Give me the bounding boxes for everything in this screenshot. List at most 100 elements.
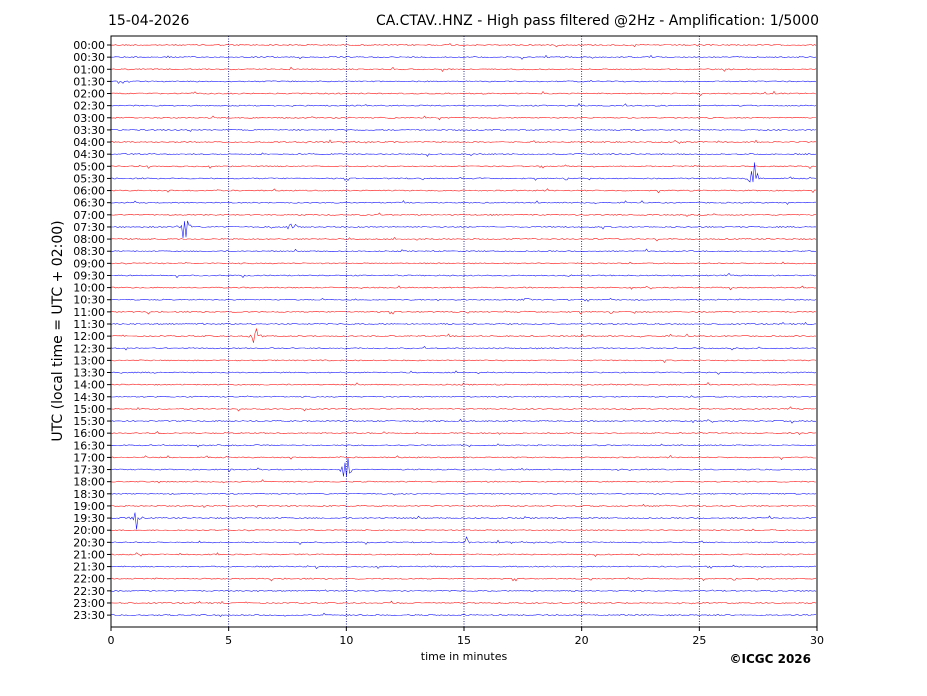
y-tick-label: 23:00 bbox=[73, 597, 105, 610]
y-tick-label: 14:30 bbox=[73, 391, 105, 404]
trace-0430 bbox=[110, 152, 817, 157]
trace-0930 bbox=[110, 272, 817, 279]
trace-0830 bbox=[110, 248, 817, 253]
trace-0200 bbox=[110, 90, 817, 96]
y-tick-label: 17:00 bbox=[73, 451, 105, 464]
y-tick-label: 14:00 bbox=[73, 379, 105, 392]
trace-1400 bbox=[110, 381, 816, 386]
trace-2030 bbox=[110, 536, 817, 545]
x-axis-ticks: 0 5 10 15 20 25 30 bbox=[108, 627, 824, 647]
y-tick-label: 12:30 bbox=[73, 342, 105, 355]
trace-2230 bbox=[110, 589, 817, 592]
y-axis-label: UTC (local time = UTC + 02:00) bbox=[50, 220, 66, 441]
y-tick-label: 21:00 bbox=[73, 548, 105, 561]
trace-1200 bbox=[110, 327, 817, 343]
trace-2300 bbox=[111, 600, 817, 605]
y-tick-label: 12:00 bbox=[73, 330, 105, 343]
y-tick-label: 16:30 bbox=[73, 439, 105, 452]
x-tick-label: 25 bbox=[692, 634, 706, 647]
trace-0330 bbox=[110, 129, 817, 132]
y-tick-label: 07:00 bbox=[73, 209, 105, 222]
y-tick-label: 02:30 bbox=[73, 100, 105, 113]
trace-1930 bbox=[110, 512, 817, 530]
trace-1730 bbox=[110, 457, 817, 477]
y-tick-label: 03:30 bbox=[73, 124, 105, 137]
trace-1800 bbox=[110, 479, 816, 484]
y-tick-label: 15:30 bbox=[73, 415, 105, 428]
trace-1700 bbox=[110, 455, 816, 461]
y-tick-label: 11:30 bbox=[73, 318, 105, 331]
y-tick-label: 10:30 bbox=[73, 294, 105, 307]
y-tick-label: 08:30 bbox=[73, 245, 105, 258]
trace-0530 bbox=[110, 162, 817, 183]
trace-1330 bbox=[110, 370, 817, 375]
trace-0500 bbox=[110, 164, 817, 169]
y-tick-label: 01:00 bbox=[73, 63, 105, 76]
y-tick-label: 07:30 bbox=[73, 221, 105, 234]
trace-1130 bbox=[110, 321, 817, 326]
trace-1230 bbox=[110, 345, 817, 351]
trace-1600 bbox=[110, 431, 817, 436]
y-tick-label: 06:00 bbox=[73, 185, 105, 198]
trace-1630 bbox=[110, 443, 817, 448]
trace-2330 bbox=[111, 612, 816, 617]
y-tick-label: 10:00 bbox=[73, 282, 105, 295]
y-tick-label: 23:30 bbox=[73, 609, 105, 622]
y-tick-label: 13:30 bbox=[73, 367, 105, 380]
trace-2000 bbox=[110, 528, 817, 532]
y-tick-label: 13:00 bbox=[73, 354, 105, 367]
x-tick-label: 0 bbox=[108, 634, 115, 647]
trace-0730 bbox=[111, 220, 817, 239]
y-tick-label: 15:00 bbox=[73, 403, 105, 416]
y-tick-label: 05:30 bbox=[73, 172, 105, 185]
chart-title: CA.CTAV..HNZ - High pass filtered @2Hz -… bbox=[376, 13, 819, 29]
x-axis-label: time in minutes bbox=[421, 650, 508, 663]
y-tick-label: 01:30 bbox=[73, 75, 105, 88]
trace-1000 bbox=[110, 285, 817, 291]
trace-0900 bbox=[110, 261, 817, 265]
x-tick-label: 10 bbox=[339, 634, 353, 647]
y-tick-label: 20:30 bbox=[73, 536, 105, 549]
y-tick-label: 17:30 bbox=[73, 464, 105, 477]
trace-0700 bbox=[110, 212, 816, 217]
y-tick-label: 18:00 bbox=[73, 476, 105, 489]
date-label: 15-04-2026 bbox=[108, 13, 189, 29]
trace-1900 bbox=[111, 503, 817, 508]
copyright-label: ©ICGC 2026 bbox=[729, 652, 811, 666]
trace-0300 bbox=[110, 115, 816, 121]
vertical-grid bbox=[228, 36, 700, 627]
y-tick-label: 02:00 bbox=[73, 88, 105, 101]
y-tick-label: 03:00 bbox=[73, 112, 105, 125]
trace-1030 bbox=[110, 297, 817, 302]
y-tick-label: 09:30 bbox=[73, 269, 105, 282]
trace-1300 bbox=[110, 359, 817, 364]
y-tick-label: 18:30 bbox=[73, 488, 105, 501]
trace-2200 bbox=[110, 577, 817, 582]
y-tick-label: 22:30 bbox=[73, 585, 105, 598]
y-tick-label: 19:30 bbox=[73, 512, 105, 525]
x-tick-label: 5 bbox=[225, 634, 232, 647]
trace-0100 bbox=[110, 66, 817, 72]
y-tick-label: 11:00 bbox=[73, 306, 105, 319]
y-tick-label: 22:00 bbox=[73, 573, 105, 586]
trace-0130 bbox=[110, 80, 817, 84]
trace-2130 bbox=[110, 564, 817, 570]
trace-1430 bbox=[111, 395, 817, 398]
y-tick-label: 04:00 bbox=[73, 136, 105, 149]
trace-1100 bbox=[110, 310, 817, 315]
trace-0600 bbox=[111, 188, 816, 194]
trace-1830 bbox=[110, 492, 817, 496]
trace-1530 bbox=[110, 418, 817, 424]
trace-1500 bbox=[110, 406, 817, 412]
trace-0630 bbox=[110, 200, 816, 205]
y-tick-label: 21:30 bbox=[73, 561, 105, 574]
y-tick-label: 16:00 bbox=[73, 427, 105, 440]
x-tick-label: 20 bbox=[575, 634, 589, 647]
x-tick-label: 30 bbox=[810, 634, 824, 647]
y-tick-label: 20:00 bbox=[73, 524, 105, 537]
trace-2100 bbox=[110, 552, 817, 558]
trace-0000 bbox=[110, 43, 817, 48]
y-tick-label: 00:00 bbox=[73, 39, 105, 52]
